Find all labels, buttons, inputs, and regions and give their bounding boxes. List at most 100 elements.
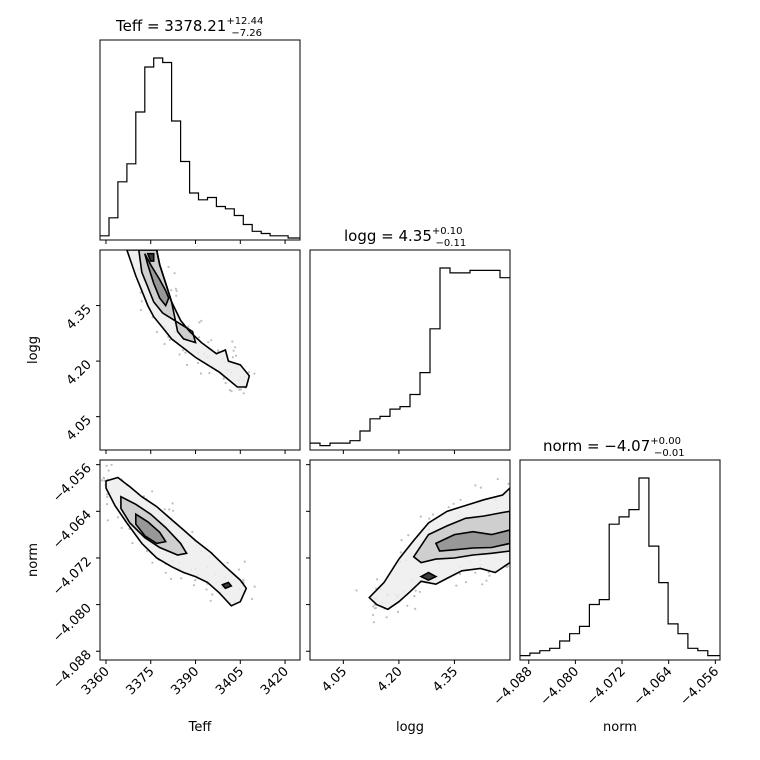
scatter-point [414, 589, 417, 592]
scatter-point [455, 584, 458, 587]
contour-level-3 [135, 512, 168, 545]
y-tick-label-norm: −4.080 [50, 601, 95, 646]
histogram-teff [99, 39, 301, 241]
scatter-point [194, 579, 197, 582]
scatter-point [145, 549, 149, 553]
scatter-point [105, 503, 109, 506]
y-tick-label-logg: 4.35 [64, 302, 95, 333]
scatter-point [488, 574, 491, 577]
scatter-point [107, 469, 110, 472]
scatter-point [428, 517, 431, 520]
x-tick-label-norm: −4.072 [584, 664, 629, 709]
scatter-point [151, 561, 154, 564]
scatter-point [506, 565, 510, 568]
scatter-point [102, 477, 106, 480]
scatter-point [228, 389, 231, 392]
histogram-line-norm [520, 477, 720, 657]
scatter-point [151, 490, 154, 493]
scatter-point [155, 245, 157, 247]
teff-title: Teff = 3378.21+12.44 −7.26 [115, 16, 263, 39]
x-tick-label-teff: 3390 [168, 664, 202, 698]
scatter-point [250, 597, 254, 601]
scatter-point [400, 539, 403, 542]
scatter-point [170, 289, 173, 292]
scatter-point [396, 610, 400, 614]
x-axis-label-logg: logg [396, 720, 424, 735]
scatter-point [431, 513, 435, 516]
scatter-point [131, 542, 134, 545]
scatter-point [178, 353, 181, 356]
scatter-point [187, 325, 190, 328]
scatter-point [168, 338, 171, 341]
contour-level-2 [120, 495, 188, 556]
x-tick-label-logg: 4.35 [430, 664, 461, 695]
scatter-point [372, 621, 375, 624]
scatter-point [372, 605, 375, 608]
density-fill-3 [144, 253, 169, 306]
histogram-norm [519, 459, 721, 661]
x-tick-label-teff: 3375 [124, 664, 158, 698]
scatter-point [479, 486, 482, 489]
scatter-point [181, 349, 185, 352]
scatter-point [120, 526, 123, 530]
scatter-point [242, 578, 245, 582]
scatter-point [419, 515, 422, 518]
scatter-point [373, 607, 377, 610]
norm-title: norm = −4.07+0.00 −0.01 [543, 436, 685, 459]
pair-panel-logg-norm [309, 459, 511, 661]
scatter-point [208, 372, 211, 375]
scatter-point [406, 604, 409, 607]
x-axis-label-norm: norm [603, 720, 637, 735]
scatter-point [243, 560, 246, 563]
panel-content [355, 478, 510, 624]
scatter-point [191, 530, 194, 534]
scatter-point [163, 508, 166, 511]
scatter-point [226, 561, 229, 564]
scatter-point [180, 577, 183, 580]
contour-level-1 [368, 486, 510, 611]
scatter-point [169, 577, 173, 581]
scatter-point [399, 551, 402, 554]
scatter-point [198, 336, 201, 339]
scatter-point [237, 568, 241, 571]
scatter-point [211, 593, 214, 596]
scatter-point [110, 463, 113, 466]
scatter-point [175, 294, 178, 297]
density-fill-2 [120, 496, 187, 555]
x-axis-label-teff: Teff [188, 720, 213, 735]
scatter-point [155, 330, 158, 334]
scatter-point [100, 479, 103, 482]
scatter-point [253, 585, 256, 588]
panel-frame-logg-norm [309, 459, 511, 661]
scatter-point [184, 351, 187, 354]
pair-panel-teff-logg [99, 245, 301, 451]
scatter-point [231, 356, 234, 359]
scatter-point [407, 534, 410, 537]
scatter-point [106, 519, 109, 522]
y-axis-label-norm: norm [26, 543, 41, 577]
scatter-point [196, 361, 199, 365]
y-tick-label-logg: 4.20 [64, 357, 95, 388]
histogram-line-logg [310, 267, 510, 447]
y-axis-label-logg: logg [26, 336, 41, 364]
scatter-point [418, 590, 421, 594]
scatter-point [168, 508, 171, 511]
scatter-point [481, 583, 484, 586]
scatter-point [234, 354, 238, 357]
scatter-point [247, 371, 250, 374]
pair-panel-teff-norm [99, 459, 301, 661]
scatter-point [222, 377, 225, 380]
scatter-point [459, 572, 462, 576]
scatter-point [106, 493, 109, 496]
contour-level-4 [221, 581, 233, 590]
y-tick-label-norm: −4.064 [50, 508, 95, 553]
scatter-point [232, 349, 235, 352]
scatter-point [139, 291, 142, 294]
panel-frame-teff [99, 39, 301, 241]
scatter-point [140, 300, 143, 303]
scatter-point [385, 616, 388, 619]
scatter-point [459, 498, 462, 501]
panel-content [126, 245, 256, 395]
scatter-point [414, 607, 417, 611]
